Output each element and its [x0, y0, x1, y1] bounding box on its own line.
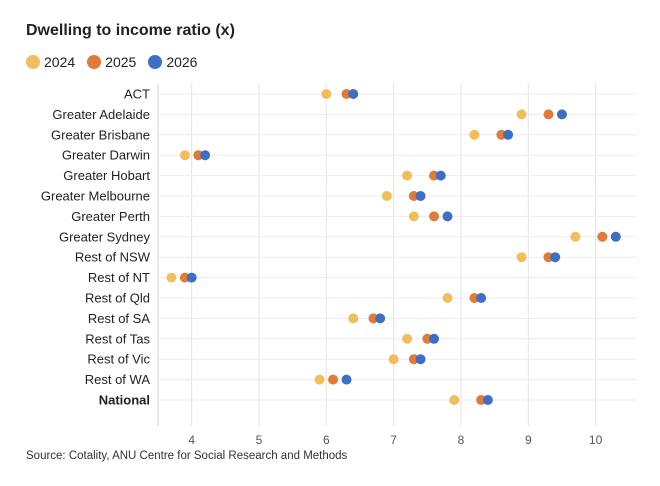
data-point-2026	[429, 333, 440, 344]
data-point-2026	[550, 252, 561, 263]
legend-label: 2024	[44, 54, 76, 70]
data-point-2026	[186, 272, 197, 283]
category-label: Rest of SA	[88, 311, 150, 326]
data-point-2024	[179, 150, 190, 161]
category-label: Greater Sydney	[59, 229, 151, 244]
category-label: Rest of Tas	[85, 331, 150, 346]
category-label: National	[99, 393, 150, 408]
data-point-2024	[381, 191, 392, 201]
data-point-2026	[435, 170, 446, 181]
data-point-2024	[402, 333, 413, 344]
category-label: Rest of Qld	[85, 291, 150, 306]
data-point-2024	[402, 170, 413, 181]
data-point-2024	[516, 252, 527, 263]
legend-label: 2026	[166, 54, 198, 70]
data-point-2024	[408, 211, 419, 222]
category-label: Greater Brisbane	[51, 127, 150, 142]
category-label: Greater Melbourne	[41, 189, 150, 204]
chart-legend: 2024 2025 2026	[26, 54, 209, 70]
x-tick-label: 5	[256, 433, 263, 447]
data-point-2024	[516, 109, 527, 120]
x-tick-label: 7	[390, 433, 397, 447]
data-point-2025	[429, 211, 440, 222]
data-point-2026	[556, 109, 567, 120]
x-tick-label: 9	[525, 433, 532, 447]
legend-swatch	[26, 55, 40, 69]
legend-item-2026: 2026	[148, 54, 197, 70]
category-label: Rest of WA	[85, 372, 151, 387]
category-label: Greater Adelaide	[52, 107, 150, 122]
x-tick-label: 4	[188, 433, 195, 447]
legend-item-2025: 2025	[87, 54, 136, 70]
legend-swatch	[148, 55, 163, 69]
legend-label: 2025	[105, 54, 137, 70]
data-point-2026	[341, 374, 352, 385]
data-point-2026	[503, 129, 514, 140]
category-label: ACT	[124, 87, 150, 102]
data-point-2024	[442, 293, 453, 303]
data-point-2026	[415, 354, 426, 365]
data-point-2026	[482, 395, 493, 405]
legend-swatch	[87, 55, 102, 69]
category-label: Greater Hobart	[63, 168, 150, 183]
data-point-2024	[348, 313, 359, 324]
category-label: Greater Darwin	[62, 148, 150, 163]
legend-item-2024: 2024	[26, 54, 75, 70]
data-point-2026	[375, 313, 386, 324]
category-label: Rest of Vic	[87, 352, 150, 367]
data-point-2026	[476, 293, 487, 303]
data-point-2024	[321, 89, 332, 99]
data-point-2024	[166, 272, 177, 283]
x-tick-label: 8	[458, 433, 465, 447]
category-label: Rest of NT	[88, 270, 150, 285]
category-label: Rest of NSW	[75, 250, 151, 265]
category-label: Greater Perth	[71, 209, 150, 224]
data-point-2024	[570, 231, 581, 242]
data-point-2025	[597, 231, 608, 242]
data-point-2025	[543, 109, 554, 120]
data-point-2026	[610, 231, 621, 242]
data-point-2024	[449, 395, 460, 405]
data-point-2026	[348, 89, 359, 99]
x-tick-label: 10	[589, 433, 603, 447]
data-point-2026	[415, 191, 426, 201]
data-point-2025	[328, 374, 339, 385]
chart-title: Dwelling to income ratio (x)	[26, 22, 235, 39]
data-point-2026	[200, 150, 211, 161]
data-point-2024	[388, 354, 399, 365]
x-tick-label: 6	[323, 433, 330, 447]
source-note: Source: Cotality, ANU Centre for Social …	[26, 450, 348, 462]
data-point-2026	[442, 211, 453, 222]
data-point-2024	[314, 374, 325, 385]
data-point-2024	[469, 129, 480, 140]
